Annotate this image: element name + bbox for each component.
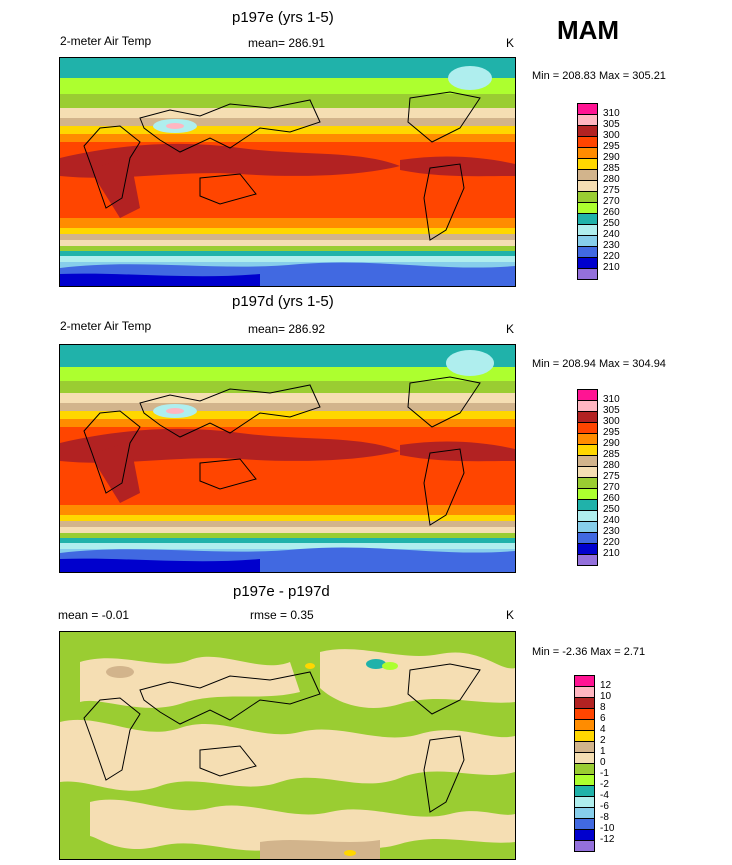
colorbar-label: 1 (600, 746, 606, 757)
colorbar-label: -10 (600, 823, 615, 834)
panel-3-title: p197e - p197d (233, 583, 330, 600)
colorbar-label: 240 (603, 515, 620, 526)
colorbar-label: 260 (603, 207, 620, 218)
panel-1-minmax: Min = 208.83 Max = 305.21 (532, 70, 666, 82)
panel-1-units: K (506, 36, 515, 50)
colorbar-label: 270 (603, 196, 620, 207)
panel-2-minmax: Min = 208.94 Max = 304.94 (532, 358, 666, 370)
colorbar-swatch (577, 554, 598, 566)
panel-1-field (60, 58, 515, 286)
colorbar-swatch (577, 268, 598, 280)
colorbar-label: 0 (600, 757, 606, 768)
colorbar-label: 210 (603, 548, 620, 559)
colorbar-label: 300 (603, 130, 620, 141)
panel-2-mean: mean= 286.92 (248, 322, 326, 336)
colorbar-label: 2 (600, 735, 606, 746)
panel-1-title: p197e (yrs 1-5) (232, 9, 334, 26)
colorbar-label: 275 (603, 185, 620, 196)
panel-3-minmax: Min = -2.36 Max = 2.71 (532, 646, 646, 658)
panel-2-title: p197d (yrs 1-5) (232, 293, 334, 310)
panel-2-units: K (506, 322, 515, 336)
colorbar-label: 230 (603, 240, 620, 251)
season-label: MAM (557, 15, 620, 45)
colorbar-label: -1 (600, 768, 609, 779)
colorbar-label: 250 (603, 218, 620, 229)
colorbar-swatch (574, 840, 595, 852)
panel-3-rmse: rmse = 0.35 (250, 608, 314, 622)
panel-2-field (60, 345, 515, 572)
colorbar-label: 280 (603, 460, 620, 471)
colorbar-label: 305 (603, 405, 620, 416)
panel-1-mean: mean= 286.91 (248, 36, 326, 50)
colorbar-label: 295 (603, 427, 620, 438)
colorbar-label: 6 (600, 713, 606, 724)
panel-1-map (59, 57, 516, 287)
panel-3-map (59, 631, 516, 860)
colorbar-label: 295 (603, 141, 620, 152)
colorbar-label: -8 (600, 812, 609, 823)
colorbar-label: 10 (600, 691, 612, 702)
colorbar-label: 250 (603, 504, 620, 515)
panel-2-variable: 2-meter Air Temp (60, 319, 152, 333)
colorbar-label: -6 (600, 801, 609, 812)
panel-3-field (60, 632, 515, 859)
colorbar-label: -4 (600, 790, 609, 801)
colorbar-label: 290 (603, 152, 620, 163)
colorbar-label: 275 (603, 471, 620, 482)
colorbar-label: 285 (603, 163, 620, 174)
colorbar-label: 270 (603, 482, 620, 493)
colorbar-label: 8 (600, 702, 606, 713)
colorbar-label: 260 (603, 493, 620, 504)
colorbar-label: 220 (603, 251, 620, 262)
panel-3-units: K (506, 608, 515, 622)
colorbar-label: 4 (600, 724, 606, 735)
colorbar-label: 310 (603, 394, 620, 405)
colorbar-label: 220 (603, 537, 620, 548)
panel-2-map (59, 344, 516, 573)
colorbar-label: -2 (600, 779, 609, 790)
colorbar-label: 210 (603, 262, 620, 273)
colorbar-label: -12 (600, 834, 615, 845)
colorbar-label: 240 (603, 229, 620, 240)
colorbar-label: 12 (600, 680, 612, 691)
colorbar-label: 285 (603, 449, 620, 460)
panel-1-variable: 2-meter Air Temp (60, 34, 152, 48)
panel-3-mean: mean = -0.01 (58, 608, 130, 622)
colorbar-label: 300 (603, 416, 620, 427)
colorbar-label: 305 (603, 119, 620, 130)
colorbar-label: 310 (603, 108, 620, 119)
colorbar-label: 280 (603, 174, 620, 185)
colorbar-label: 230 (603, 526, 620, 537)
colorbar-label: 290 (603, 438, 620, 449)
